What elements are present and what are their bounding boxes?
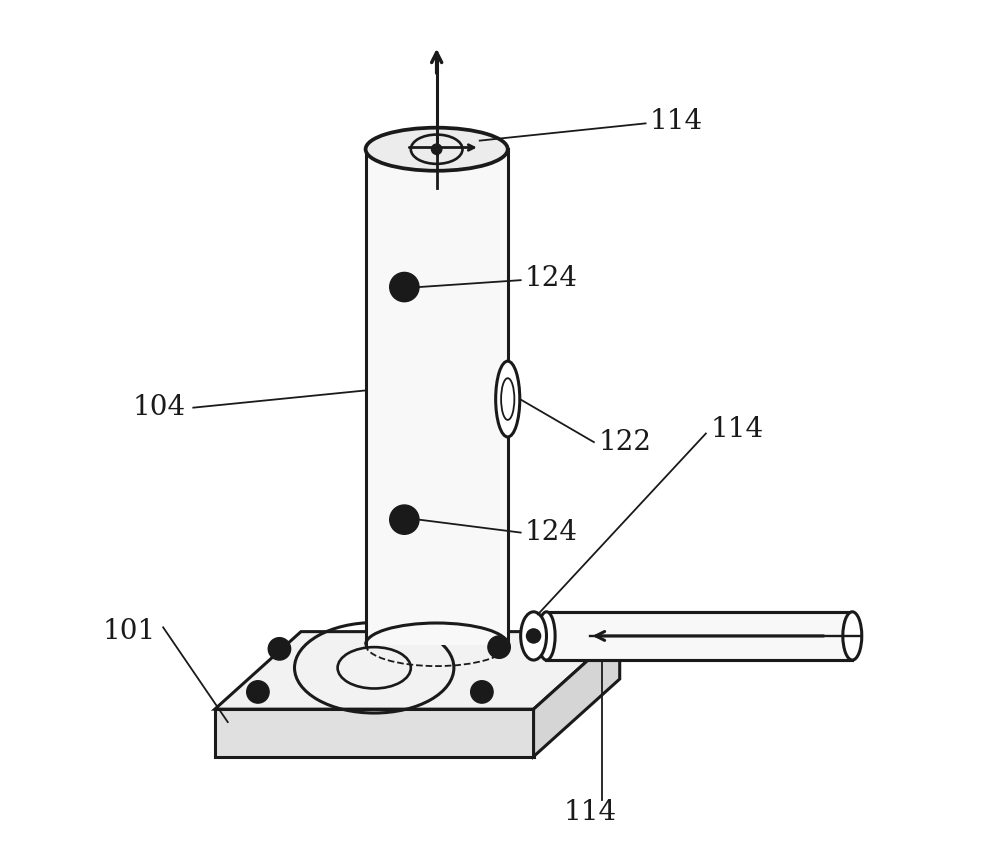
- Ellipse shape: [366, 127, 508, 171]
- Ellipse shape: [495, 362, 520, 437]
- Polygon shape: [366, 149, 508, 644]
- Polygon shape: [215, 709, 534, 757]
- Circle shape: [471, 681, 493, 703]
- Circle shape: [432, 144, 441, 154]
- Ellipse shape: [843, 612, 861, 660]
- Ellipse shape: [521, 612, 546, 660]
- Ellipse shape: [538, 612, 555, 660]
- Polygon shape: [546, 612, 852, 660]
- Ellipse shape: [411, 134, 462, 164]
- Circle shape: [389, 272, 419, 302]
- Circle shape: [389, 505, 419, 534]
- Text: 104: 104: [133, 394, 186, 421]
- Text: 101: 101: [103, 618, 156, 645]
- Text: 114: 114: [649, 108, 703, 135]
- Circle shape: [526, 629, 542, 643]
- Text: 114: 114: [710, 415, 763, 443]
- Circle shape: [488, 636, 510, 658]
- Text: 114: 114: [564, 799, 617, 826]
- Circle shape: [268, 637, 290, 660]
- Text: 122: 122: [598, 428, 651, 456]
- Text: 124: 124: [525, 519, 578, 546]
- Polygon shape: [215, 632, 620, 709]
- Polygon shape: [534, 632, 620, 757]
- Ellipse shape: [501, 378, 514, 420]
- Text: 124: 124: [525, 265, 578, 292]
- Circle shape: [246, 681, 269, 703]
